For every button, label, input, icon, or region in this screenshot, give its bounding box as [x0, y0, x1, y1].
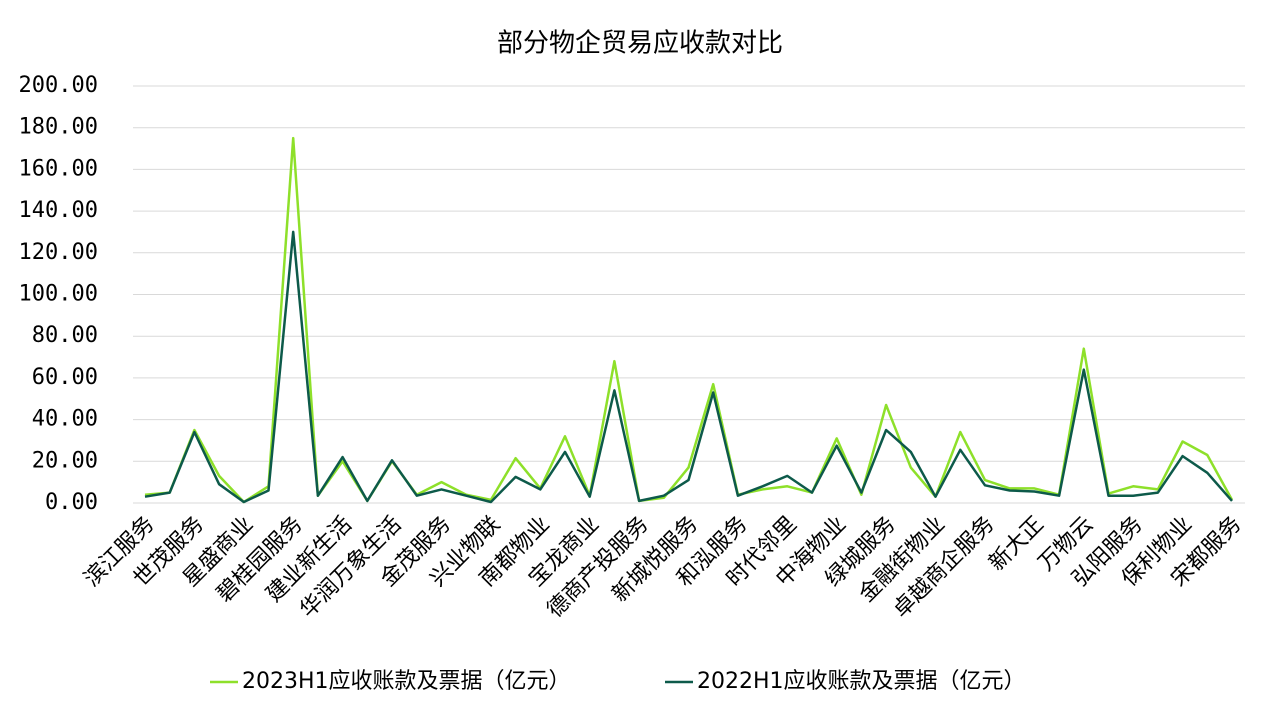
legend-label: 2022H1应收账款及票据（亿元）: [697, 669, 1026, 694]
line-series: [144, 230, 1233, 504]
y-tick-label: 20.00: [32, 448, 98, 473]
x-tick-label: 新大正: [984, 512, 1048, 576]
y-tick-label: 0.00: [45, 490, 98, 515]
y-tick-label: 60.00: [32, 365, 98, 390]
y-tick-label: 180.00: [19, 115, 98, 140]
y-tick-label: 120.00: [19, 240, 98, 265]
y-tick-label: 140.00: [19, 198, 98, 223]
y-tick-label: 100.00: [19, 282, 98, 307]
y-tick-label: 160.00: [19, 156, 98, 181]
y-tick-label: 80.00: [32, 323, 98, 348]
y-tick-label: 40.00: [32, 407, 98, 432]
y-tick-label: 200.00: [19, 73, 98, 98]
legend-label: 2023H1应收账款及票据（亿元）: [242, 669, 571, 694]
chart-title: 部分物企贸易应收款对比: [497, 29, 783, 59]
